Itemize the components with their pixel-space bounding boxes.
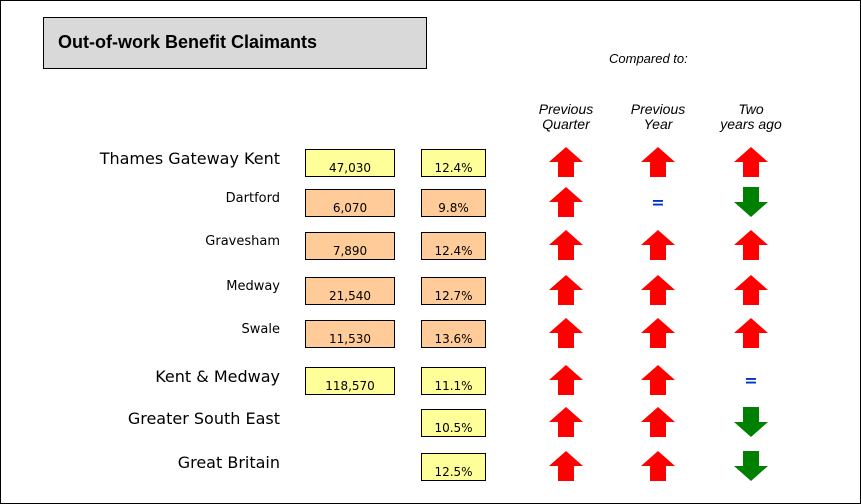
compared-to: Compared to: <box>609 51 688 66</box>
arrow-shape <box>641 147 675 177</box>
row-name: Dartford <box>225 191 280 206</box>
trend-arrow-down <box>734 407 768 437</box>
arrow-shape <box>734 318 768 348</box>
column-header: Two years ago <box>706 102 796 132</box>
trend-arrow-up <box>641 451 675 481</box>
trend-arrow-down <box>734 187 768 217</box>
trend-arrow-up <box>549 275 583 305</box>
arrow-shape <box>641 230 675 260</box>
arrow-shape <box>549 147 583 177</box>
arrow-shape <box>734 451 768 481</box>
count-box: 47,030 <box>305 149 395 177</box>
arrow-shape <box>734 407 768 437</box>
trend-arrow-up <box>641 147 675 177</box>
row-name: Greater South East <box>127 409 280 428</box>
header-line: Two <box>738 101 764 117</box>
percent-box: 10.5% <box>421 409 486 437</box>
percent-box: 13.6% <box>421 320 486 348</box>
row-name: Great Britain <box>177 453 280 472</box>
arrow-shape <box>734 187 768 217</box>
row-name: Medway <box>226 279 280 294</box>
arrow-shape <box>549 275 583 305</box>
arrow-shape <box>549 230 583 260</box>
header-line: Previous <box>538 101 594 117</box>
trend-arrow-up <box>549 407 583 437</box>
trend-arrow-up <box>641 407 675 437</box>
percent-box: 12.5% <box>421 453 486 481</box>
row-name: Gravesham <box>205 234 280 249</box>
trend-arrow-down <box>734 451 768 481</box>
count-box: 118,570 <box>305 367 395 395</box>
arrow-shape <box>549 318 583 348</box>
row-name: Swale <box>241 322 280 337</box>
percent-box: 12.4% <box>421 232 486 260</box>
arrow-shape <box>641 365 675 395</box>
trend-arrow-up <box>734 318 768 348</box>
trend-arrow-up <box>641 365 675 395</box>
row-name: Kent & Medway <box>155 367 280 386</box>
percent-box: 9.8% <box>421 189 486 217</box>
header-line: Previous <box>630 101 686 117</box>
trend-arrow-up <box>549 318 583 348</box>
trend-arrow-up <box>734 275 768 305</box>
trend-arrow-up <box>641 275 675 305</box>
trend-arrow-up <box>549 147 583 177</box>
count-box: 11,530 <box>305 320 395 348</box>
trend-arrow-up <box>549 451 583 481</box>
arrow-shape <box>549 451 583 481</box>
percent-box: 12.4% <box>421 149 486 177</box>
trend-arrow-up <box>734 230 768 260</box>
arrow-shape <box>549 365 583 395</box>
trend-arrow-up <box>734 147 768 177</box>
arrow-shape <box>641 407 675 437</box>
column-header: Previous Quarter <box>521 102 611 132</box>
trend-arrow-up <box>549 365 583 395</box>
count-box: 21,540 <box>305 277 395 305</box>
trend-arrow-up <box>641 318 675 348</box>
arrow-shape <box>641 451 675 481</box>
count-box: 6,070 <box>305 189 395 217</box>
arrow-shape <box>734 230 768 260</box>
header-line: years ago <box>720 116 782 132</box>
trend-arrow-up <box>549 187 583 217</box>
arrow-shape <box>549 187 583 217</box>
trend-equal: = <box>651 193 665 212</box>
header-line: Quarter <box>542 116 590 132</box>
percent-box: 12.7% <box>421 277 486 305</box>
arrow-shape <box>734 147 768 177</box>
trend-arrow-up <box>549 230 583 260</box>
percent-box: 11.1% <box>421 367 486 395</box>
title: Out-of-work Benefit Claimants <box>43 17 427 69</box>
arrow-shape <box>641 275 675 305</box>
count-box: 7,890 <box>305 232 395 260</box>
arrow-shape <box>641 318 675 348</box>
trend-arrow-up <box>641 230 675 260</box>
arrow-shape <box>549 407 583 437</box>
row-name: Thames Gateway Kent <box>99 149 280 168</box>
column-header: Previous Year <box>613 102 703 132</box>
trend-equal: = <box>744 371 758 390</box>
header-line: Year <box>643 116 673 132</box>
arrow-shape <box>734 275 768 305</box>
